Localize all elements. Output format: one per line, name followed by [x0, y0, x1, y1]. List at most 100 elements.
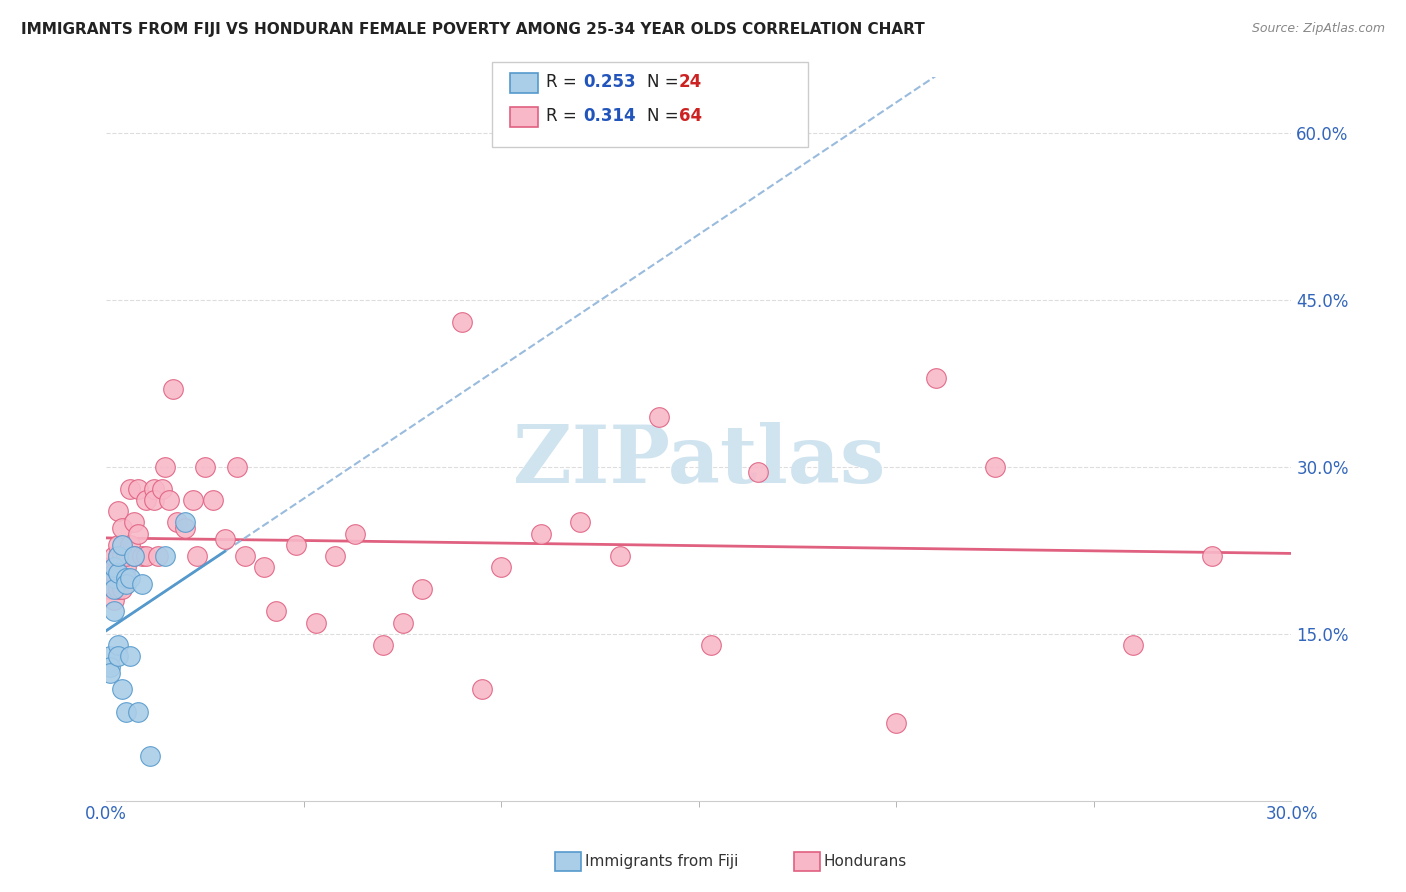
Point [111, 582, 134, 597]
Point [142, 493, 165, 508]
Point [325, 549, 347, 563]
Point [159, 493, 181, 508]
Point [127, 705, 149, 719]
Point [107, 549, 129, 563]
Point [1122, 638, 1144, 652]
Point [135, 493, 157, 508]
Point [122, 549, 145, 563]
Point [162, 382, 184, 396]
Point [233, 549, 256, 563]
Point [201, 493, 224, 508]
Point [925, 371, 948, 385]
Point [118, 538, 141, 552]
Point [214, 532, 236, 546]
Text: Source: ZipAtlas.com: Source: ZipAtlas.com [1251, 22, 1385, 36]
Text: 0.253: 0.253 [583, 73, 636, 91]
Point [115, 549, 138, 563]
Point [118, 648, 141, 663]
Point [450, 315, 472, 329]
Point [103, 593, 125, 607]
Point [103, 566, 125, 580]
Point [98, 560, 121, 574]
Point [118, 482, 141, 496]
Point [146, 549, 169, 563]
Text: Immigrants from Fiji: Immigrants from Fiji [585, 855, 738, 869]
Point [150, 482, 173, 496]
Point [142, 482, 165, 496]
Point [107, 538, 129, 552]
Point [107, 648, 129, 663]
Text: 24: 24 [679, 73, 703, 91]
Point [122, 516, 145, 530]
Text: ZIPatlas: ZIPatlas [513, 422, 884, 500]
Point [253, 560, 276, 574]
Point [264, 605, 287, 619]
Point [174, 521, 197, 535]
Point [103, 549, 125, 563]
Point [103, 571, 125, 585]
Text: N =: N = [647, 107, 683, 125]
Point [111, 682, 134, 697]
Point [174, 516, 197, 530]
Point [111, 521, 134, 535]
Point [98, 665, 121, 680]
Text: R =: R = [546, 73, 582, 91]
Point [186, 549, 208, 563]
Point [609, 549, 631, 563]
Point [984, 459, 1007, 474]
Point [225, 459, 247, 474]
Text: 64: 64 [679, 107, 702, 125]
Point [194, 459, 217, 474]
Point [135, 549, 157, 563]
Text: IMMIGRANTS FROM FIJI VS HONDURAN FEMALE POVERTY AMONG 25-34 YEAR OLDS CORRELATIO: IMMIGRANTS FROM FIJI VS HONDURAN FEMALE … [21, 22, 925, 37]
Point [371, 638, 394, 652]
Point [111, 549, 134, 563]
Text: R =: R = [546, 107, 582, 125]
Point [118, 571, 141, 585]
Point [115, 571, 138, 585]
Point [111, 538, 134, 552]
Point [98, 571, 121, 585]
Text: 0.314: 0.314 [583, 107, 636, 125]
Point [127, 526, 149, 541]
Point [127, 482, 149, 496]
Point [699, 638, 721, 652]
Point [122, 549, 145, 563]
Point [107, 638, 129, 652]
Point [107, 582, 129, 597]
Point [107, 566, 129, 580]
Point [181, 493, 204, 508]
Point [1201, 549, 1223, 563]
Point [391, 615, 413, 630]
Point [131, 576, 153, 591]
Point [107, 504, 129, 518]
Point [747, 466, 769, 480]
Point [103, 605, 125, 619]
Point [344, 526, 367, 541]
Point [166, 516, 188, 530]
Point [138, 749, 160, 764]
Point [411, 582, 433, 597]
Point [115, 571, 138, 585]
Point [284, 538, 307, 552]
Text: Hondurans: Hondurans [824, 855, 907, 869]
Point [115, 576, 138, 591]
Text: N =: N = [647, 73, 683, 91]
Point [155, 459, 177, 474]
Point [471, 682, 494, 697]
Point [304, 615, 326, 630]
Point [491, 560, 513, 574]
Point [530, 526, 553, 541]
Point [155, 549, 177, 563]
Point [98, 660, 121, 674]
Point [648, 409, 671, 424]
Point [115, 705, 138, 719]
Point [886, 715, 908, 730]
Point [107, 549, 129, 563]
Point [103, 560, 125, 574]
Point [98, 582, 121, 597]
Point [115, 560, 138, 574]
Point [569, 516, 592, 530]
Point [103, 582, 125, 597]
Point [98, 648, 121, 663]
